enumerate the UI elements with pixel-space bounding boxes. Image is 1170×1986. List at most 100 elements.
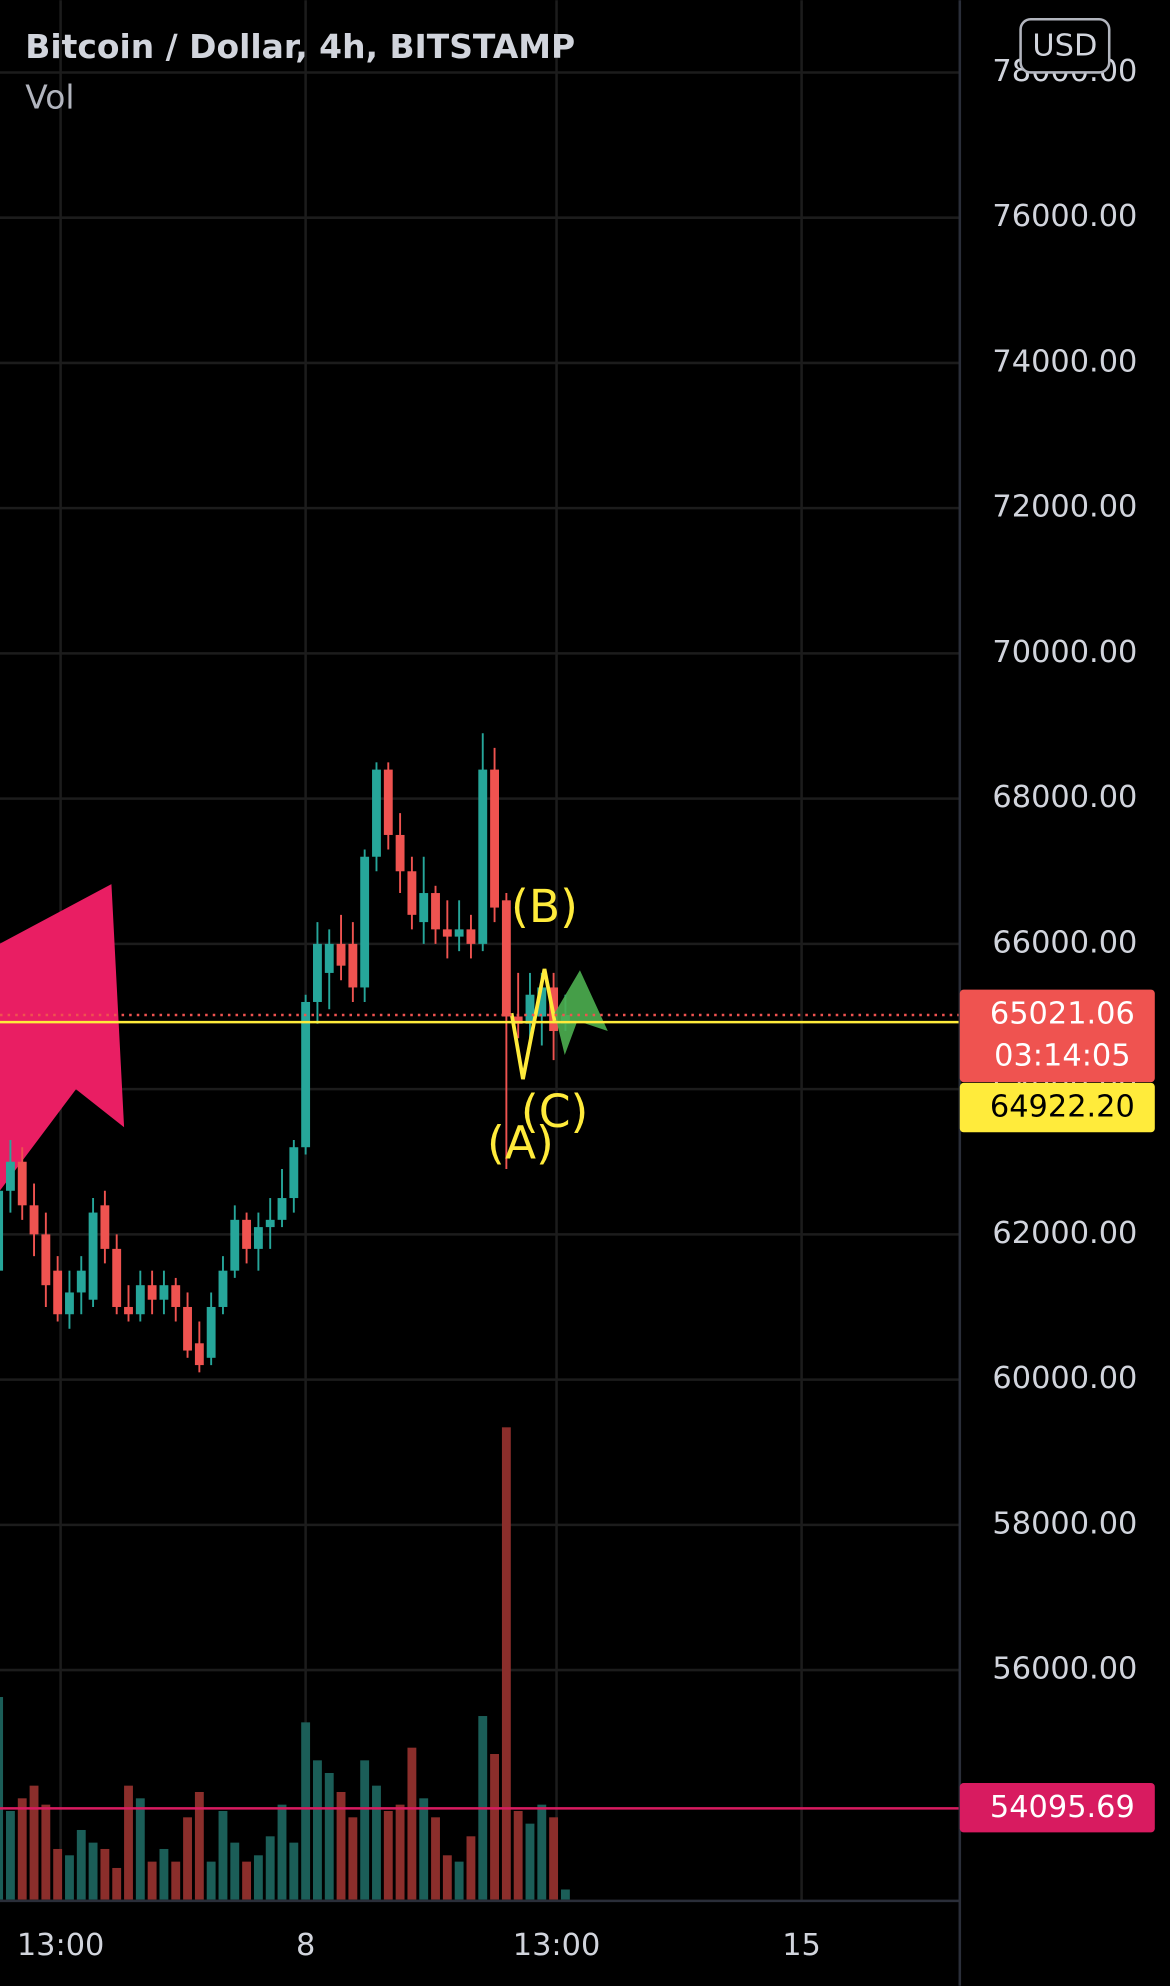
volume-bar — [265, 1836, 275, 1900]
volume-bar — [407, 1747, 417, 1900]
x-tick-label: 8 — [296, 1928, 315, 1963]
y-tick-label: 66000.00 — [992, 925, 1137, 960]
volume-bar — [194, 1791, 204, 1900]
candle-body — [501, 900, 511, 1017]
candle-body — [124, 1306, 133, 1315]
volume-bar — [372, 1785, 381, 1900]
currency-label[interactable]: USD — [1032, 29, 1097, 64]
volume-label: Vol — [25, 78, 74, 117]
candle-body — [383, 769, 393, 835]
price-label: 65021.06 — [990, 996, 1135, 1031]
volume-bar — [442, 1855, 452, 1900]
wave-annotation: (B) — [511, 880, 578, 933]
volume-bar — [501, 1427, 511, 1900]
volume-bar — [53, 1848, 63, 1900]
volume-bar — [348, 1817, 358, 1900]
volume-bar — [112, 1867, 122, 1900]
x-tick-label: 13:00 — [17, 1928, 105, 1963]
candle-body — [183, 1306, 192, 1351]
candle-body — [442, 929, 452, 937]
volume-bar — [230, 1842, 240, 1900]
volume-bar — [490, 1754, 499, 1900]
volume-bar — [560, 1889, 570, 1900]
volume-bar — [17, 1798, 27, 1900]
volume-bar — [242, 1861, 252, 1900]
y-tick-label: 76000.00 — [992, 199, 1137, 234]
volume-bar — [549, 1817, 559, 1900]
volume-bar — [76, 1829, 86, 1900]
volume-bar — [159, 1848, 169, 1900]
zigzag-drawing — [509, 968, 557, 1080]
y-tick-label: 68000.00 — [992, 780, 1137, 815]
chart-title: Bitcoin / Dollar, 4h, BITSTAMP — [25, 27, 575, 66]
candle-body — [537, 987, 547, 1017]
volume-bar — [313, 1760, 322, 1900]
candle-body — [206, 1306, 216, 1358]
candle-body — [277, 1198, 287, 1220]
volume-bar — [336, 1791, 346, 1900]
y-tick-label: 70000.00 — [992, 635, 1137, 670]
wave-annotation: (C) — [521, 1085, 588, 1138]
candle-body — [324, 943, 334, 973]
price-label-box — [959, 1082, 1155, 1133]
candle-body — [194, 1343, 204, 1366]
volume-bar — [171, 1861, 181, 1900]
volume-bar — [513, 1810, 523, 1900]
candle-body — [525, 994, 535, 1024]
candle-body — [171, 1285, 181, 1307]
volume-bar — [5, 1810, 15, 1900]
plot-area — [0, 733, 570, 1900]
arrow-drawing — [0, 884, 125, 1191]
candle-body — [242, 1219, 252, 1249]
overlay: (A) (B) (C) — [0, 880, 960, 1810]
volume-bar — [277, 1804, 287, 1900]
candle-body — [513, 1016, 523, 1024]
candle-body — [230, 1219, 240, 1271]
candle-body — [301, 1001, 311, 1148]
volume-bar — [324, 1773, 334, 1900]
volume-bar — [431, 1817, 440, 1900]
y-tick-label: 58000.00 — [992, 1506, 1137, 1541]
volume-bar — [301, 1722, 311, 1900]
volume-bar — [88, 1842, 98, 1900]
candle-body — [112, 1248, 122, 1307]
candle-body — [395, 834, 405, 872]
candle-body — [372, 769, 381, 857]
candle-body — [159, 1285, 169, 1300]
candle-body — [17, 1161, 27, 1206]
candle-body — [289, 1147, 299, 1199]
grid — [0, 0, 960, 1900]
volume-bar — [135, 1798, 145, 1900]
countdown-label: 03:14:05 — [994, 1038, 1130, 1073]
arrow-drawing — [554, 970, 608, 1056]
volume-bar — [360, 1760, 370, 1900]
candle-body — [76, 1270, 86, 1293]
candle-body — [431, 893, 440, 930]
volume-bar — [183, 1817, 192, 1900]
candle-body — [218, 1270, 228, 1307]
wave-annotation: (A) — [487, 1117, 554, 1170]
volume-bar — [0, 1697, 4, 1900]
volume-bar — [124, 1785, 133, 1900]
currency-button[interactable] — [1019, 18, 1111, 74]
candle-body — [88, 1212, 98, 1300]
x-tick-label: 15 — [782, 1928, 821, 1963]
candle-body — [53, 1270, 63, 1315]
price-label-box — [959, 989, 1155, 1083]
candle-body — [100, 1205, 110, 1249]
candle-body — [5, 1161, 15, 1191]
candle-body — [407, 871, 417, 915]
volume-bar — [383, 1810, 393, 1900]
volume-bar — [525, 1823, 535, 1900]
candle-body — [135, 1285, 145, 1315]
volume-bar — [395, 1804, 405, 1900]
volume-bar — [206, 1861, 216, 1900]
volume-bar — [454, 1861, 464, 1900]
y-tick-label: 74000.00 — [992, 344, 1137, 379]
candle-body — [348, 943, 358, 988]
volume-bar — [419, 1798, 429, 1900]
volume-bar — [100, 1848, 110, 1900]
candle-body — [29, 1205, 39, 1235]
volume-bar — [466, 1836, 476, 1900]
